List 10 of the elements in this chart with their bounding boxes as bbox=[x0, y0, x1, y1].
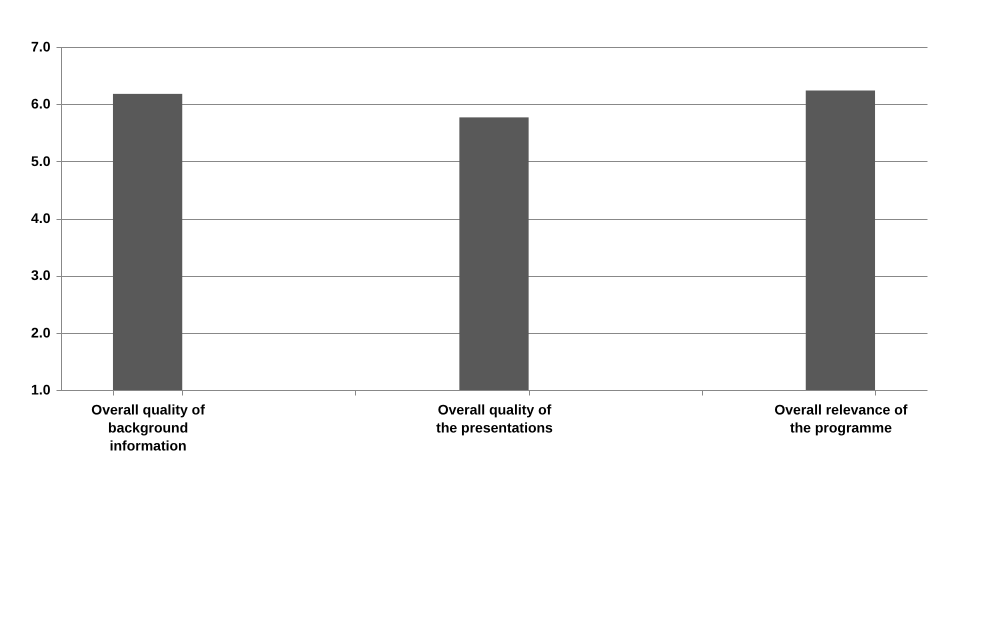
y-tick-label: 2.0 bbox=[31, 324, 51, 340]
y-tick-label: 7.0 bbox=[31, 38, 51, 54]
x-tick-label: Overall relevance of the programme bbox=[774, 402, 908, 436]
y-tick-label: 3.0 bbox=[31, 267, 51, 284]
x-tick-label: Overall quality of background information bbox=[91, 402, 206, 454]
x-tick-label: Overall quality of the presentations bbox=[436, 402, 554, 436]
y-tick-label: 1.0 bbox=[31, 382, 51, 398]
y-tick-label: 5.0 bbox=[31, 152, 51, 169]
y-tick-label: 4.0 bbox=[31, 210, 51, 226]
y-tick-label: 6.0 bbox=[31, 96, 51, 112]
